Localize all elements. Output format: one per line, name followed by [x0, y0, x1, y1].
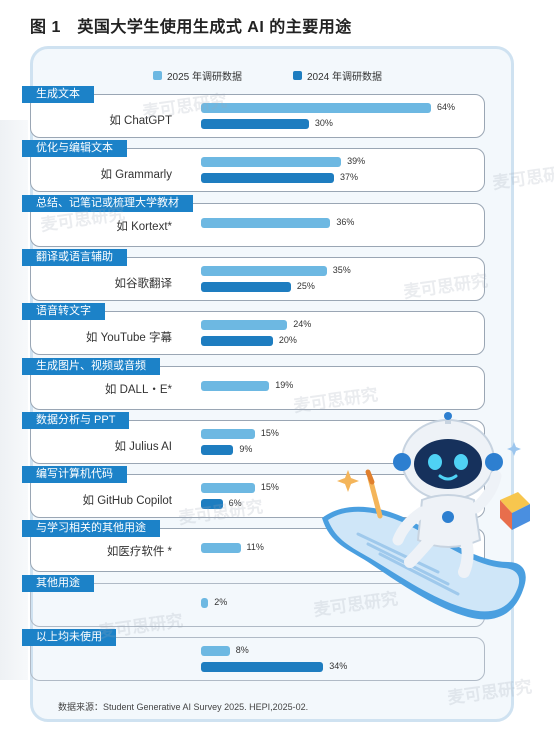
category-row [30, 637, 485, 681]
data-label: 37% [339, 172, 358, 183]
legend-swatch-2024 [293, 71, 302, 80]
legend-item-2024: 2024 年调研数据 [293, 68, 382, 83]
data-label: 15% [260, 427, 279, 438]
category-label: 总结、记笔记或梳理大学教材 [22, 194, 193, 212]
category-label: 数据分析与 PPT [22, 411, 130, 429]
data-label: 30% [314, 118, 333, 128]
bar-2024 [201, 444, 234, 455]
data-label: 11% [246, 542, 264, 553]
bar-2025 [201, 380, 270, 391]
data-label: 9% [239, 443, 253, 454]
sparkle-shape [337, 442, 521, 492]
example-label: 如 DALL・E* [104, 383, 172, 396]
bar-2024 [201, 499, 223, 510]
example-label: 如医疗软件 * [106, 546, 172, 559]
category-label: 生成文本 [22, 86, 94, 103]
bar-2025 [201, 217, 331, 228]
category-label: 编写计算机代码 [22, 466, 127, 484]
example-label: 如 Julius AI [114, 440, 172, 453]
bar-2025 [201, 157, 342, 168]
example-label: 如谷歌翻译 [114, 277, 173, 290]
robot-illustration [322, 412, 530, 620]
bar-2025 [201, 103, 431, 113]
bar-2025 [201, 646, 230, 656]
data-source-note: 数据来源：Student Generative AI Survey 2025. … [58, 702, 309, 712]
category-label: 与学习相关的其他用途 [22, 520, 160, 538]
bar-2025 [201, 597, 209, 608]
category-label: 语音转文字 [22, 303, 105, 321]
bar-2024 [201, 119, 309, 129]
example-label: 如 ChatGPT [109, 115, 172, 127]
category-label: 其他用途 [22, 574, 94, 592]
bar-2024 [201, 281, 291, 292]
pencil-shape [365, 469, 383, 519]
category-label: 优化与编辑文本 [22, 140, 127, 158]
legend-label-2025: 2025 年调研数据 [167, 72, 243, 83]
legend-label-2024: 2024 年调研数据 [307, 72, 383, 83]
example-label: 如 YouTube 字幕 [85, 332, 172, 345]
category-row [30, 311, 485, 356]
bar-2025 [201, 483, 255, 494]
bar-2024 [201, 173, 334, 184]
bar-2025 [201, 428, 255, 439]
legend-item-2025: 2025 年调研数据 [153, 68, 242, 83]
bar-2024 [201, 662, 324, 672]
example-label: 如 Grammarly [100, 169, 172, 182]
data-label: 20% [278, 335, 297, 346]
bar-2025 [201, 543, 241, 554]
data-label: 25% [296, 280, 315, 291]
cube-shape [500, 492, 530, 530]
robot-body-shape [392, 412, 503, 578]
example-label: 如 Kortext* [116, 220, 172, 233]
bar-2025 [201, 265, 327, 276]
category-row [30, 94, 485, 138]
category-label: 以上均未使用 [22, 629, 116, 646]
data-label: 2% [214, 596, 228, 607]
example-label: 如 GitHub Copilot [82, 495, 172, 508]
data-label: 34% [329, 661, 348, 671]
data-label: 64% [437, 102, 456, 112]
bar-2024 [201, 336, 273, 347]
data-label: 15% [260, 482, 279, 493]
data-label: 8% [235, 645, 249, 655]
category-label: 翻译或语言辅助 [22, 248, 127, 266]
data-label: 36% [336, 216, 355, 227]
legend-swatch-2025 [153, 71, 162, 80]
data-label: 6% [228, 498, 242, 509]
category-label: 生成图片、视频或音频 [22, 357, 160, 375]
paper-scroll-shape [322, 506, 526, 620]
figure-title: 图 1 英国大学生使用生成式 AI 的主要用途 [30, 19, 352, 36]
data-label: 19% [275, 379, 294, 390]
data-label: 24% [293, 319, 312, 330]
data-label: 35% [332, 264, 351, 275]
data-label: 39% [347, 156, 366, 167]
bar-2025 [201, 320, 288, 331]
